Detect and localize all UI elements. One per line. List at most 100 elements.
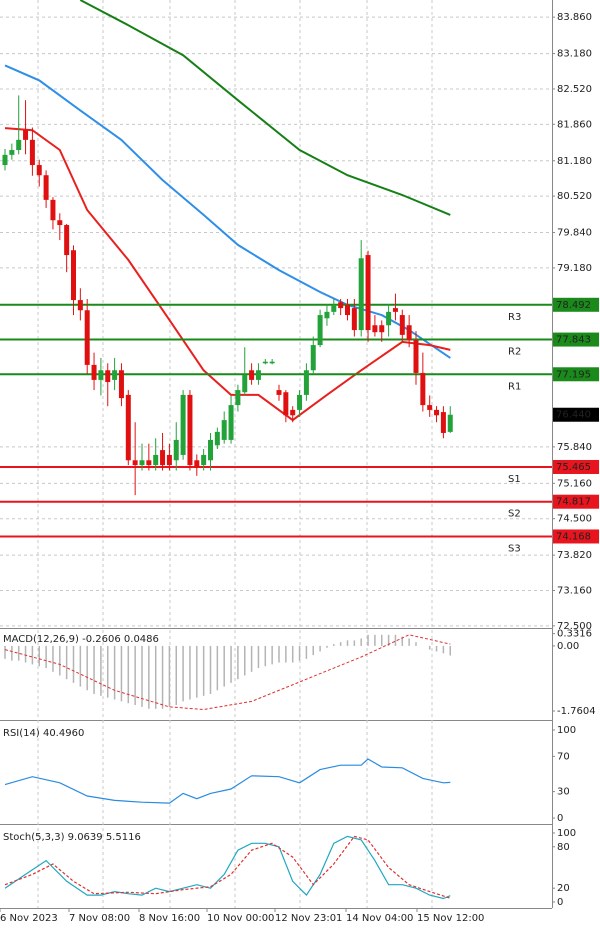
candle-body: [221, 420, 227, 440]
indicator-line: [4, 127, 451, 422]
y-tick-label: 20: [557, 883, 570, 894]
level-name: S2: [508, 509, 521, 520]
candle-body: [146, 460, 152, 466]
y-tick-label: 81.180: [557, 156, 592, 167]
y-tick-label: 80: [557, 842, 570, 853]
candle-body: [351, 308, 357, 331]
y-tick-label: 100: [557, 725, 576, 736]
x-tick-label: 12 Nov 23:01: [275, 913, 342, 924]
y-tick-label: 30: [557, 787, 570, 798]
candle-body: [166, 454, 172, 466]
indicator-line: [4, 634, 451, 711]
candle-body: [413, 340, 419, 373]
candle-body: [50, 199, 56, 221]
candle-body: [269, 361, 275, 364]
level-badge: [553, 332, 599, 347]
candle-body: [406, 325, 412, 341]
candle-body: [98, 370, 104, 380]
candle-body: [91, 364, 97, 380]
candle-body: [64, 225, 70, 256]
candle-body: [440, 412, 446, 433]
y-tick-label: 83.860: [557, 12, 592, 23]
level-name: S3: [508, 543, 521, 554]
candle-body: [379, 325, 385, 333]
level-name: S1: [508, 474, 521, 485]
candle-body: [324, 311, 330, 319]
candle-body: [447, 414, 453, 432]
candle-body: [331, 304, 337, 312]
panel-title: MACD(12,26,9) -0.2606 0.0486: [3, 634, 159, 645]
y-tick-label: 82.520: [557, 84, 592, 95]
candle-body: [201, 454, 207, 466]
level-badge: [553, 459, 599, 474]
x-tick-label: 15 Nov 12:00: [417, 913, 484, 924]
level-value: 77.843: [556, 335, 591, 346]
candle-body: [132, 460, 138, 466]
candle-body: [9, 150, 15, 155]
candle-body: [420, 372, 426, 406]
y-tick-label: 0: [557, 897, 563, 908]
panel-title: Stoch(5,3,3) 9.0639 5.5116: [3, 832, 141, 843]
candle-body: [297, 394, 303, 410]
y-tick-label: 75.160: [557, 478, 592, 489]
last-price-badge: [553, 407, 599, 422]
candle-body: [187, 394, 193, 466]
candle-body: [105, 370, 111, 383]
y-tick-label: 0.3316: [557, 629, 592, 640]
candle-body: [242, 375, 248, 393]
x-tick-label: 14 Nov 04:00: [346, 913, 413, 924]
y-tick-label: 79.180: [557, 263, 592, 274]
y-tick-label: 80.520: [557, 191, 592, 202]
candle-body: [358, 258, 364, 331]
y-tick-label: 73.160: [557, 585, 592, 596]
candle-body: [392, 308, 398, 312]
candle-body: [173, 439, 179, 461]
candle-body: [228, 405, 234, 440]
y-tick-label: -1.7604: [557, 706, 596, 717]
level-value: 74.817: [556, 497, 591, 508]
level-badge: [553, 297, 599, 312]
candle-body: [160, 450, 166, 466]
level-badge: [553, 529, 599, 544]
y-tick-label: 75.840: [557, 442, 592, 453]
candle-body: [290, 409, 296, 416]
candle-body: [255, 370, 261, 380]
level-value: 78.492: [556, 300, 591, 311]
candle-body: [365, 255, 371, 331]
y-tick-label: 0: [557, 813, 563, 824]
level-name: R3: [508, 312, 521, 323]
indicator-line: [4, 835, 451, 900]
candle-body: [310, 345, 316, 371]
x-tick-label: 7 Nov 08:00: [69, 913, 130, 924]
candle-body: [71, 250, 76, 301]
level-badge: [553, 367, 599, 382]
y-tick-label: 0.00: [557, 641, 579, 652]
candle-body: [153, 454, 159, 466]
y-tick-label: 81.860: [557, 119, 592, 130]
x-tick-label: 10 Nov 00:00: [207, 913, 274, 924]
candle-body: [29, 139, 35, 166]
candle-body: [283, 392, 289, 416]
last-price-label: 76.440: [556, 410, 591, 421]
y-tick-label: 70: [557, 751, 570, 762]
y-tick-label: 79.840: [557, 228, 592, 239]
x-tick-label: 6 Nov 2023: [0, 913, 58, 924]
candle-body: [249, 370, 255, 380]
y-tick-label: 83.180: [557, 49, 592, 60]
candle-body: [118, 370, 124, 399]
indicator-line: [4, 64, 451, 359]
level-name: R1: [508, 381, 521, 392]
candle-body: [235, 390, 241, 406]
candle-body: [84, 310, 90, 365]
candle-body: [317, 315, 323, 346]
candle-body: [139, 460, 145, 466]
candle-body: [43, 175, 49, 200]
level-value: 74.168: [556, 531, 591, 542]
candle-body: [303, 370, 309, 395]
candle-body: [338, 302, 344, 309]
y-tick-label: 73.820: [557, 550, 592, 561]
candle-body: [262, 361, 268, 364]
candle-body: [208, 439, 213, 461]
level-name: R2: [508, 347, 521, 358]
